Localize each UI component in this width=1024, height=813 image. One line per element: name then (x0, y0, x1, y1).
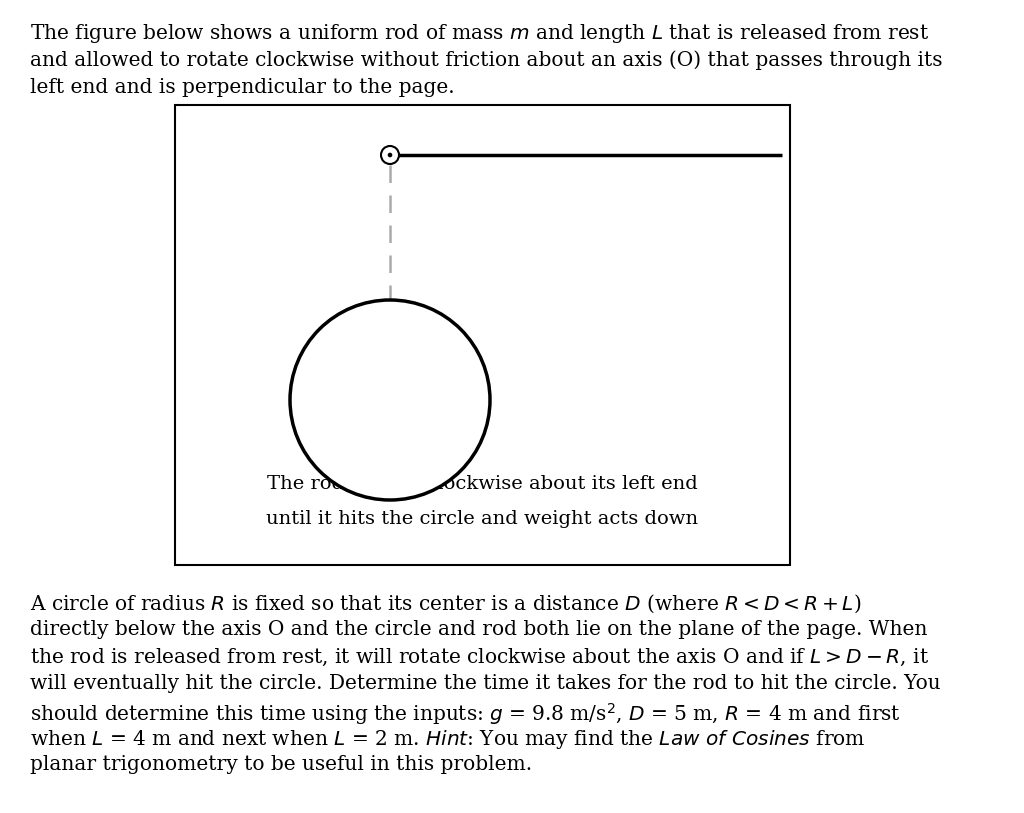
Text: The rod rotates clockwise about its left end: The rod rotates clockwise about its left… (267, 475, 698, 493)
Text: should determine this time using the inputs: $g$ = 9.8 m/s$^2$, $D$ = 5 m, $R$ =: should determine this time using the inp… (30, 701, 901, 727)
Text: directly below the axis O and the circle and rod both lie on the plane of the pa: directly below the axis O and the circle… (30, 620, 928, 639)
Text: until it hits the circle and weight acts down: until it hits the circle and weight acts… (266, 510, 698, 528)
Circle shape (290, 300, 490, 500)
Text: the rod is released from rest, it will rotate clockwise about the axis O and if : the rod is released from rest, it will r… (30, 647, 929, 668)
Text: A circle of radius $R$ is fixed so that its center is a distance $D$ (where $R <: A circle of radius $R$ is fixed so that … (30, 593, 861, 615)
Circle shape (388, 154, 391, 157)
Text: when $L$ = 4 m and next when $L$ = 2 m. $Hint$: You may find the $Law$ $of$ $Cos: when $L$ = 4 m and next when $L$ = 2 m. … (30, 728, 865, 751)
Text: and allowed to rotate clockwise without friction about an axis (O) that passes t: and allowed to rotate clockwise without … (30, 50, 942, 70)
Text: will eventually hit the circle. Determine the time it takes for the rod to hit t: will eventually hit the circle. Determin… (30, 674, 941, 693)
Bar (175, 105, 790, 565)
Text: left end and is perpendicular to the page.: left end and is perpendicular to the pag… (30, 78, 455, 97)
Text: planar trigonometry to be useful in this problem.: planar trigonometry to be useful in this… (30, 755, 532, 774)
Text: The figure below shows a uniform rod of mass $m$ and length $L$ that is released: The figure below shows a uniform rod of … (30, 22, 930, 45)
